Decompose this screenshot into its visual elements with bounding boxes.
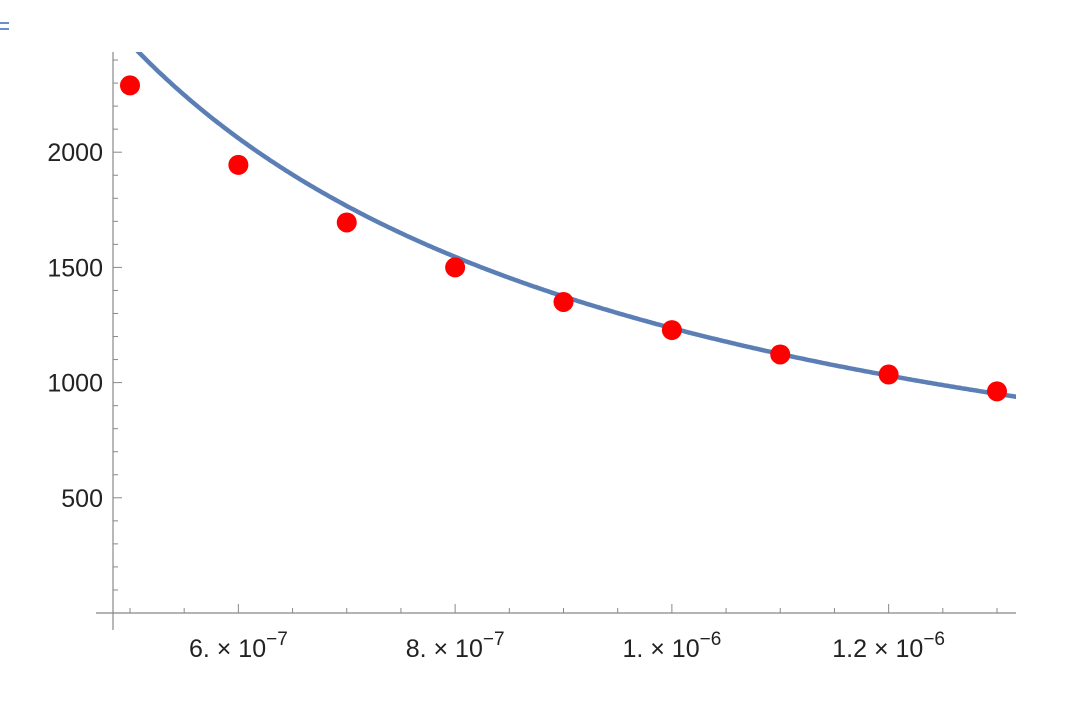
data-point: [120, 75, 140, 96]
data-point: [336, 212, 357, 233]
data-point: [661, 320, 682, 341]
x-tick-label: 1. × 10−6: [622, 629, 721, 663]
x-tick-label: 8. × 10−7: [406, 629, 505, 663]
x-axis-ticks: 6. × 10−7 8. × 10−7 1. × 10−6 1.2 × 10−6: [129, 604, 998, 663]
data-points: [120, 75, 1007, 402]
data-point: [770, 344, 791, 365]
data-point: [987, 381, 1007, 402]
y-tick-label: 1000: [47, 370, 103, 398]
y-axis-ticks: 500 1000 1500 2000: [47, 59, 122, 591]
y-tick-label: 2000: [47, 139, 103, 167]
x-tick-label: 6. × 10−7: [189, 629, 288, 663]
data-point: [228, 154, 249, 175]
axes: [96, 52, 1016, 630]
y-tick-label: 500: [61, 485, 103, 513]
x-tick-label: 1.2 × 10−6: [832, 629, 945, 663]
data-point: [553, 291, 574, 312]
data-point: [445, 257, 466, 278]
fit-curve: [135, 52, 1016, 400]
cell-bracket-icon: [0, 22, 9, 32]
y-tick-label: 1500: [47, 254, 103, 282]
data-point: [878, 364, 899, 385]
